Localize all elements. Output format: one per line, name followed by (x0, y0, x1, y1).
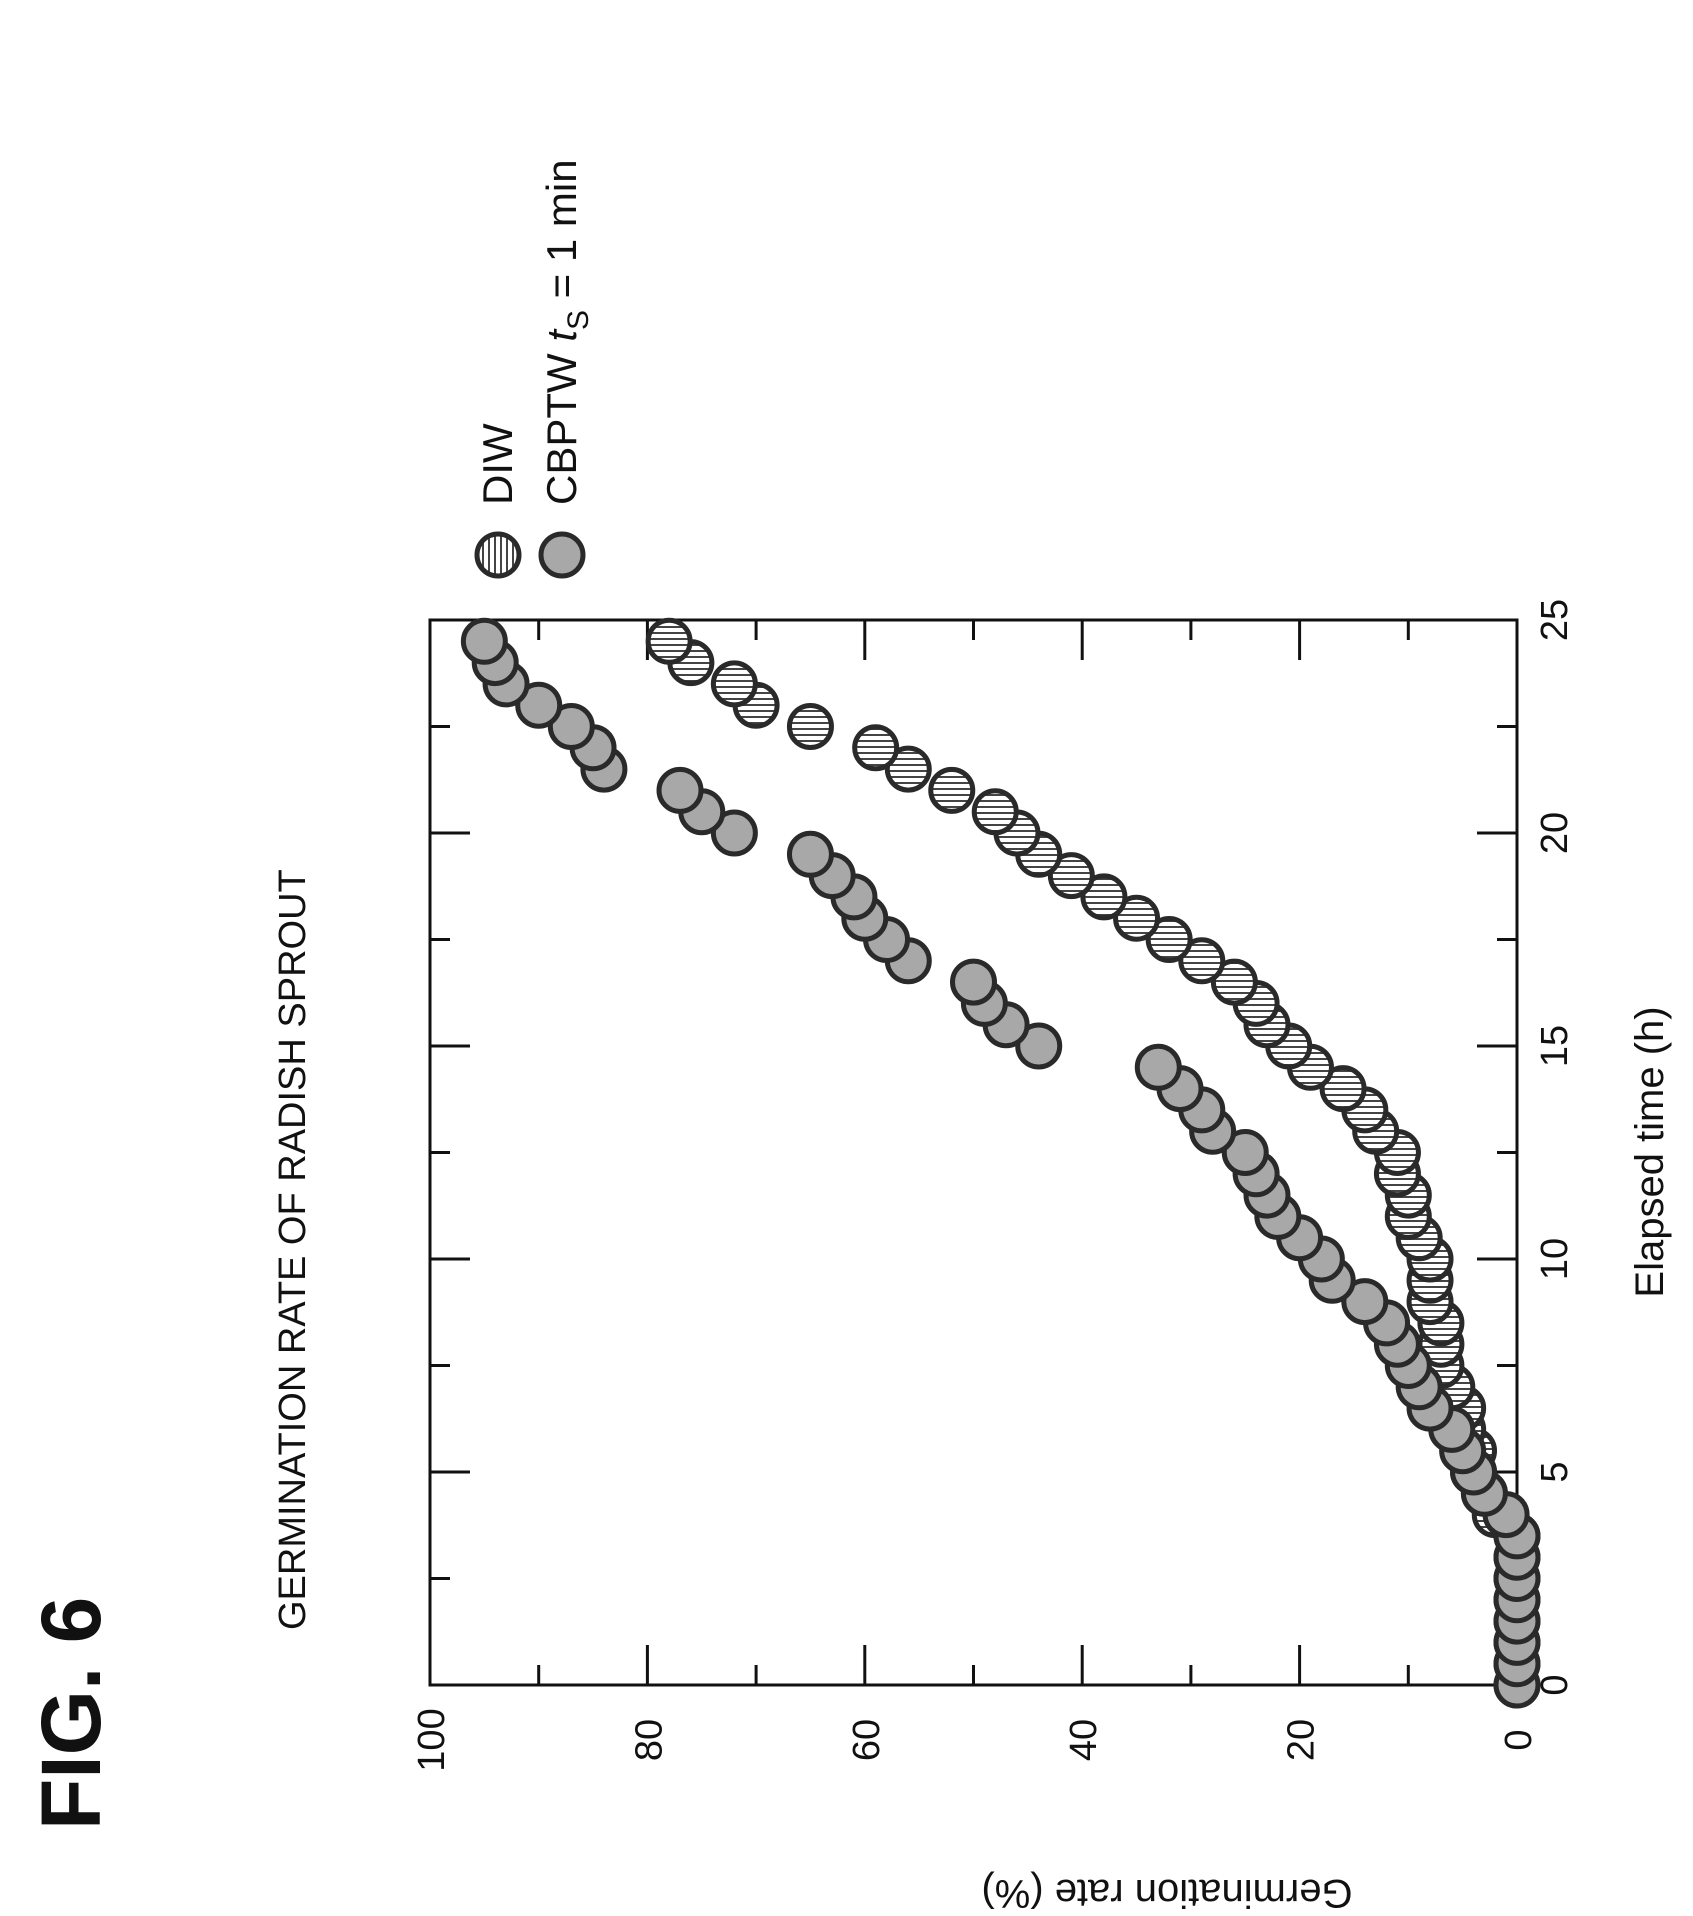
x-tick-label: 10 (1534, 1238, 1576, 1280)
diw-data-point (710, 660, 758, 708)
cbptw-data-point (1134, 1043, 1182, 1091)
cbptw-data-point (1221, 1129, 1269, 1176)
legend-label-cbptw-main: CBPTW (538, 342, 585, 505)
legend-marker-diw (474, 531, 522, 579)
diw-data-point (1145, 916, 1193, 963)
cbptw-data-point (1015, 1022, 1063, 1070)
diw-data-point (884, 745, 932, 793)
legend-label-diw: DIW (474, 423, 521, 505)
y-tick-label: 0 (1498, 1729, 1540, 1750)
x-axis-title: Elapsed time (h) (1628, 1006, 1672, 1297)
cbptw-data-point (786, 830, 834, 878)
cbptw-data-point (460, 617, 508, 665)
legend-label-cbptw-t: t (538, 328, 585, 342)
x-tick-label: 5 (1534, 1461, 1576, 1482)
legend: DIW CBPTW tS = 1 min (474, 159, 595, 579)
cbptw-data-point (656, 766, 704, 814)
cbptw-data-point (547, 703, 595, 750)
x-tick-label: 20 (1534, 812, 1576, 854)
figure-label: FIG. 6 (24, 1597, 118, 1830)
x-tick-label: 0 (1534, 1674, 1576, 1695)
x-tick-label: 15 (1534, 1025, 1576, 1067)
y-tick-label: 20 (1281, 1719, 1323, 1761)
diw-data-point (1080, 873, 1128, 921)
data-points (460, 617, 1541, 1709)
y-tick-label: 100 (411, 1708, 453, 1771)
cbptw-data-point (710, 809, 758, 857)
y-tick-label: 60 (846, 1719, 888, 1761)
tick-labels: 0 5 10 15 20 25 0 20 40 60 80 100 (411, 599, 1576, 1772)
chart-title: GERMINATION RATE OF RADISH SPROUT (272, 869, 314, 1630)
diw-data-point (1178, 937, 1226, 985)
y-tick-label: 40 (1063, 1719, 1105, 1761)
diw-data-point (1047, 852, 1095, 900)
diw-data-point (1113, 894, 1161, 942)
legend-label-cbptw: CBPTW tS = 1 min (538, 159, 595, 505)
diw-data-point (1319, 1065, 1367, 1113)
x-tick-label: 25 (1534, 599, 1576, 641)
diw-data-point (928, 766, 976, 814)
diw-data-point (971, 788, 1019, 836)
diw-data-point (1210, 958, 1258, 1006)
tick-marks (430, 620, 1517, 1685)
diw-data-point (852, 724, 900, 772)
cbptw-data-point (1341, 1278, 1389, 1326)
cbptw-data-point (950, 958, 997, 1006)
diw-data-point (645, 617, 693, 665)
diw-data-point (786, 703, 834, 750)
y-axis-title: Germination rate (%) (981, 1871, 1352, 1915)
legend-label-cbptw-sub: S (562, 310, 595, 330)
cbptw-data-point (515, 681, 563, 729)
legend-marker-cbptw (538, 531, 586, 579)
y-tick-label: 80 (628, 1719, 670, 1761)
legend-label-cbptw-rest: = 1 min (538, 159, 585, 310)
